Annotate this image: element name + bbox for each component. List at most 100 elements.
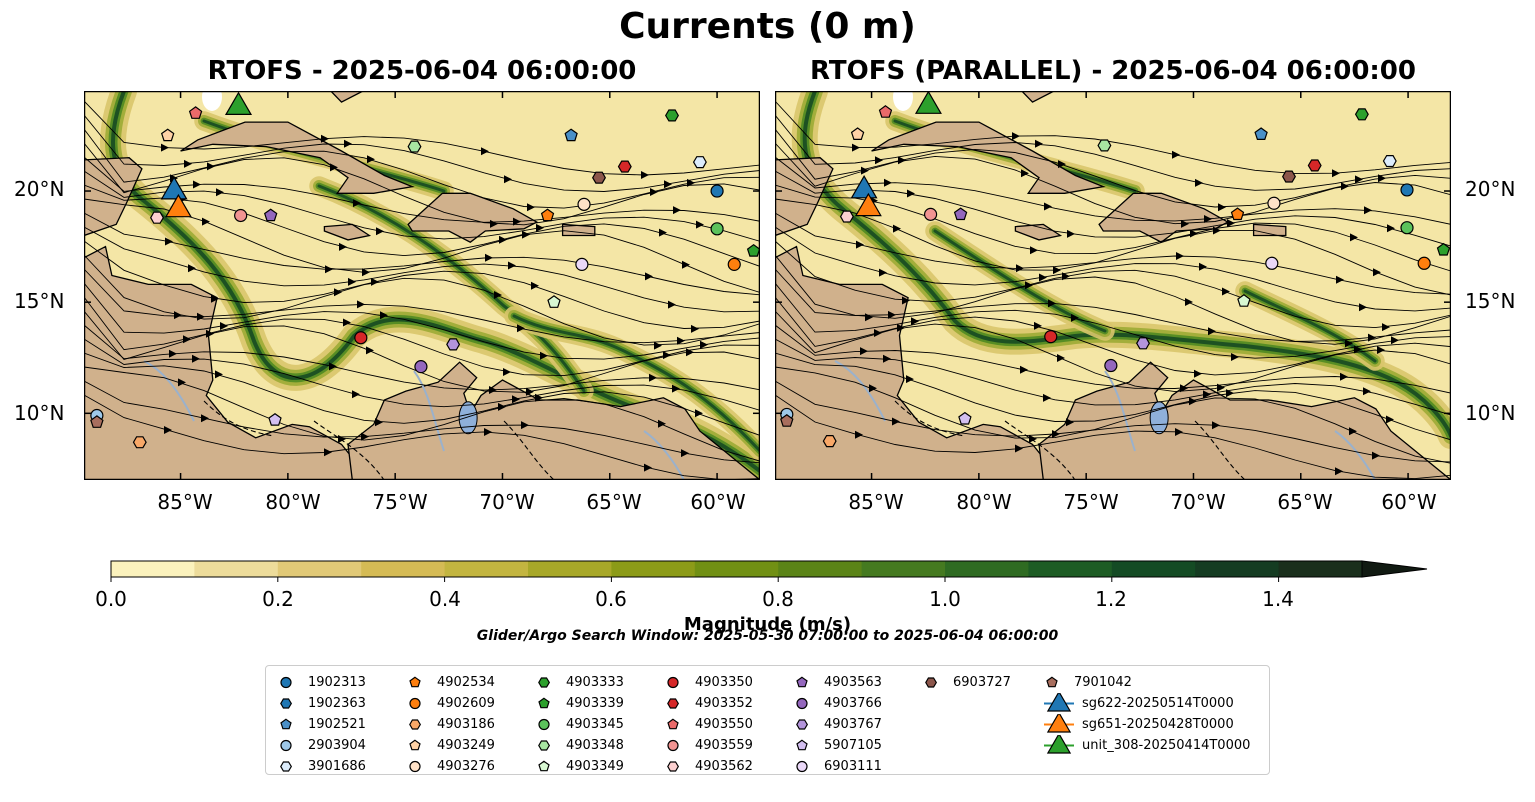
float-marker-5907105: [958, 411, 972, 425]
legend-symbol-4903559: [667, 739, 679, 752]
float-marker-4903349: [1237, 294, 1251, 307]
legend-symbol-3901686: [280, 761, 292, 772]
flow-arrow: [1185, 298, 1193, 306]
colorbar-segment: [361, 561, 446, 577]
flow-arrow: [879, 268, 887, 277]
flow-arrow: [371, 277, 379, 286]
flow-arrow: [207, 162, 215, 171]
flow-arrow: [321, 134, 329, 143]
legend-symbol-4903352: [667, 698, 679, 709]
flow-arrow: [498, 402, 506, 411]
flow-arrow: [1190, 229, 1198, 238]
lon-tick-p1-60w: 60°W: [690, 490, 746, 514]
legend-label: 4903186: [437, 717, 495, 732]
legend-marker: [1044, 735, 1074, 754]
land-yucatan: [84, 157, 143, 237]
streamline: [84, 310, 760, 393]
float-marker-unit_308-20250414T0000: [914, 91, 942, 114]
flow-arrow: [324, 448, 332, 457]
flow-arrow: [1176, 252, 1184, 260]
legend-label: 4903249: [437, 738, 495, 753]
flow-arrow: [329, 362, 337, 371]
float-marker-sg651-20250428T0000: [164, 193, 192, 218]
flow-arrow: [1029, 434, 1037, 443]
streamline: [775, 100, 1451, 175]
legend-symbol-4903333: [538, 677, 550, 688]
flow-arrow: [161, 143, 169, 152]
flow-arrow: [174, 311, 182, 320]
flow-arrow: [860, 347, 868, 356]
legend-marker: [280, 739, 292, 752]
legend-label: sg651-20250428T0000: [1082, 717, 1234, 732]
streamline: [775, 170, 1451, 247]
colorbar-tick-5: 1.0: [929, 587, 961, 611]
colorbar-tick-6: 1.2: [1095, 587, 1127, 611]
float-marker-4903550: [188, 106, 203, 119]
float-marker-4903249: [160, 128, 175, 142]
lon-tick-p1-65w: 65°W: [586, 490, 642, 514]
legend-triangle-unit_308-20250414T0000: [1046, 735, 1072, 754]
lon-tick-p1-70w: 70°W: [479, 490, 535, 514]
float-marker-3901686: [1382, 154, 1397, 168]
float-marker-4903276: [1267, 196, 1281, 210]
flow-arrow: [700, 340, 708, 349]
legend-marker: [667, 739, 679, 752]
flow-arrow: [658, 419, 666, 428]
flow-arrow: [202, 217, 210, 226]
flow-arrow: [193, 180, 201, 189]
legend-symbol-4903348: [538, 740, 550, 751]
flow-arrow: [1222, 287, 1230, 296]
streamline: [775, 366, 1451, 464]
flow-arrow: [1354, 345, 1362, 354]
lat-tick-right-10: 10°N: [1465, 401, 1516, 425]
flow-arrow: [869, 384, 877, 393]
map-panel-rtofs-parallel[interactable]: [775, 91, 1451, 480]
legend-label: 4903348: [566, 738, 624, 753]
flow-arrow: [1332, 169, 1340, 178]
legend-marker: [409, 697, 421, 710]
flow-arrow: [484, 428, 492, 436]
colorbar-segment: [694, 561, 779, 577]
land-bahamas: [1020, 91, 1055, 103]
no-data-patch: [202, 91, 222, 111]
legend-label: 4903766: [824, 696, 882, 711]
streamline: [84, 282, 760, 360]
flow-arrow: [1012, 132, 1020, 141]
flow-arrow: [1226, 389, 1234, 398]
flow-arrow: [672, 384, 680, 393]
float-marker-7901042: [780, 414, 794, 427]
float-marker-6903111: [1265, 256, 1279, 270]
float-marker-4903563: [263, 208, 278, 222]
country-border: [1004, 420, 1076, 480]
legend-symbol-4903562: [667, 761, 679, 772]
flow-arrow: [1386, 415, 1394, 424]
map-panel-rtofs[interactable]: [84, 91, 760, 480]
flow-arrow: [1057, 354, 1065, 362]
flow-arrow: [1204, 215, 1212, 223]
float-marker-4903345: [1400, 221, 1414, 235]
streamline: [84, 226, 760, 313]
current-band: [933, 229, 1107, 333]
flow-arrow: [1218, 203, 1226, 212]
float-marker-4903563: [953, 207, 968, 221]
streamline: [84, 296, 760, 377]
colorbar-tick-7: 1.4: [1262, 587, 1294, 611]
land-hispaniola: [407, 192, 539, 243]
land-jamaica: [323, 223, 372, 241]
legend-label: 5907105: [824, 738, 882, 753]
flow-arrow: [1020, 365, 1028, 374]
legend-marker: [667, 761, 679, 772]
legend-symbol-4903563: [796, 676, 808, 688]
legend-symbol-4903249: [409, 739, 421, 751]
flow-arrow: [215, 370, 223, 379]
flow-arrow: [376, 227, 384, 236]
streamline: [84, 380, 760, 464]
legend-symbol-6903727: [925, 677, 937, 688]
legend-label: 1902313: [308, 675, 366, 690]
current-band: [317, 184, 586, 393]
flow-arrow: [503, 368, 511, 376]
flow-arrow: [1227, 219, 1235, 228]
flow-arrow: [1208, 327, 1216, 336]
float-marker-4903562: [150, 211, 164, 224]
float-marker-4903559: [234, 208, 248, 223]
